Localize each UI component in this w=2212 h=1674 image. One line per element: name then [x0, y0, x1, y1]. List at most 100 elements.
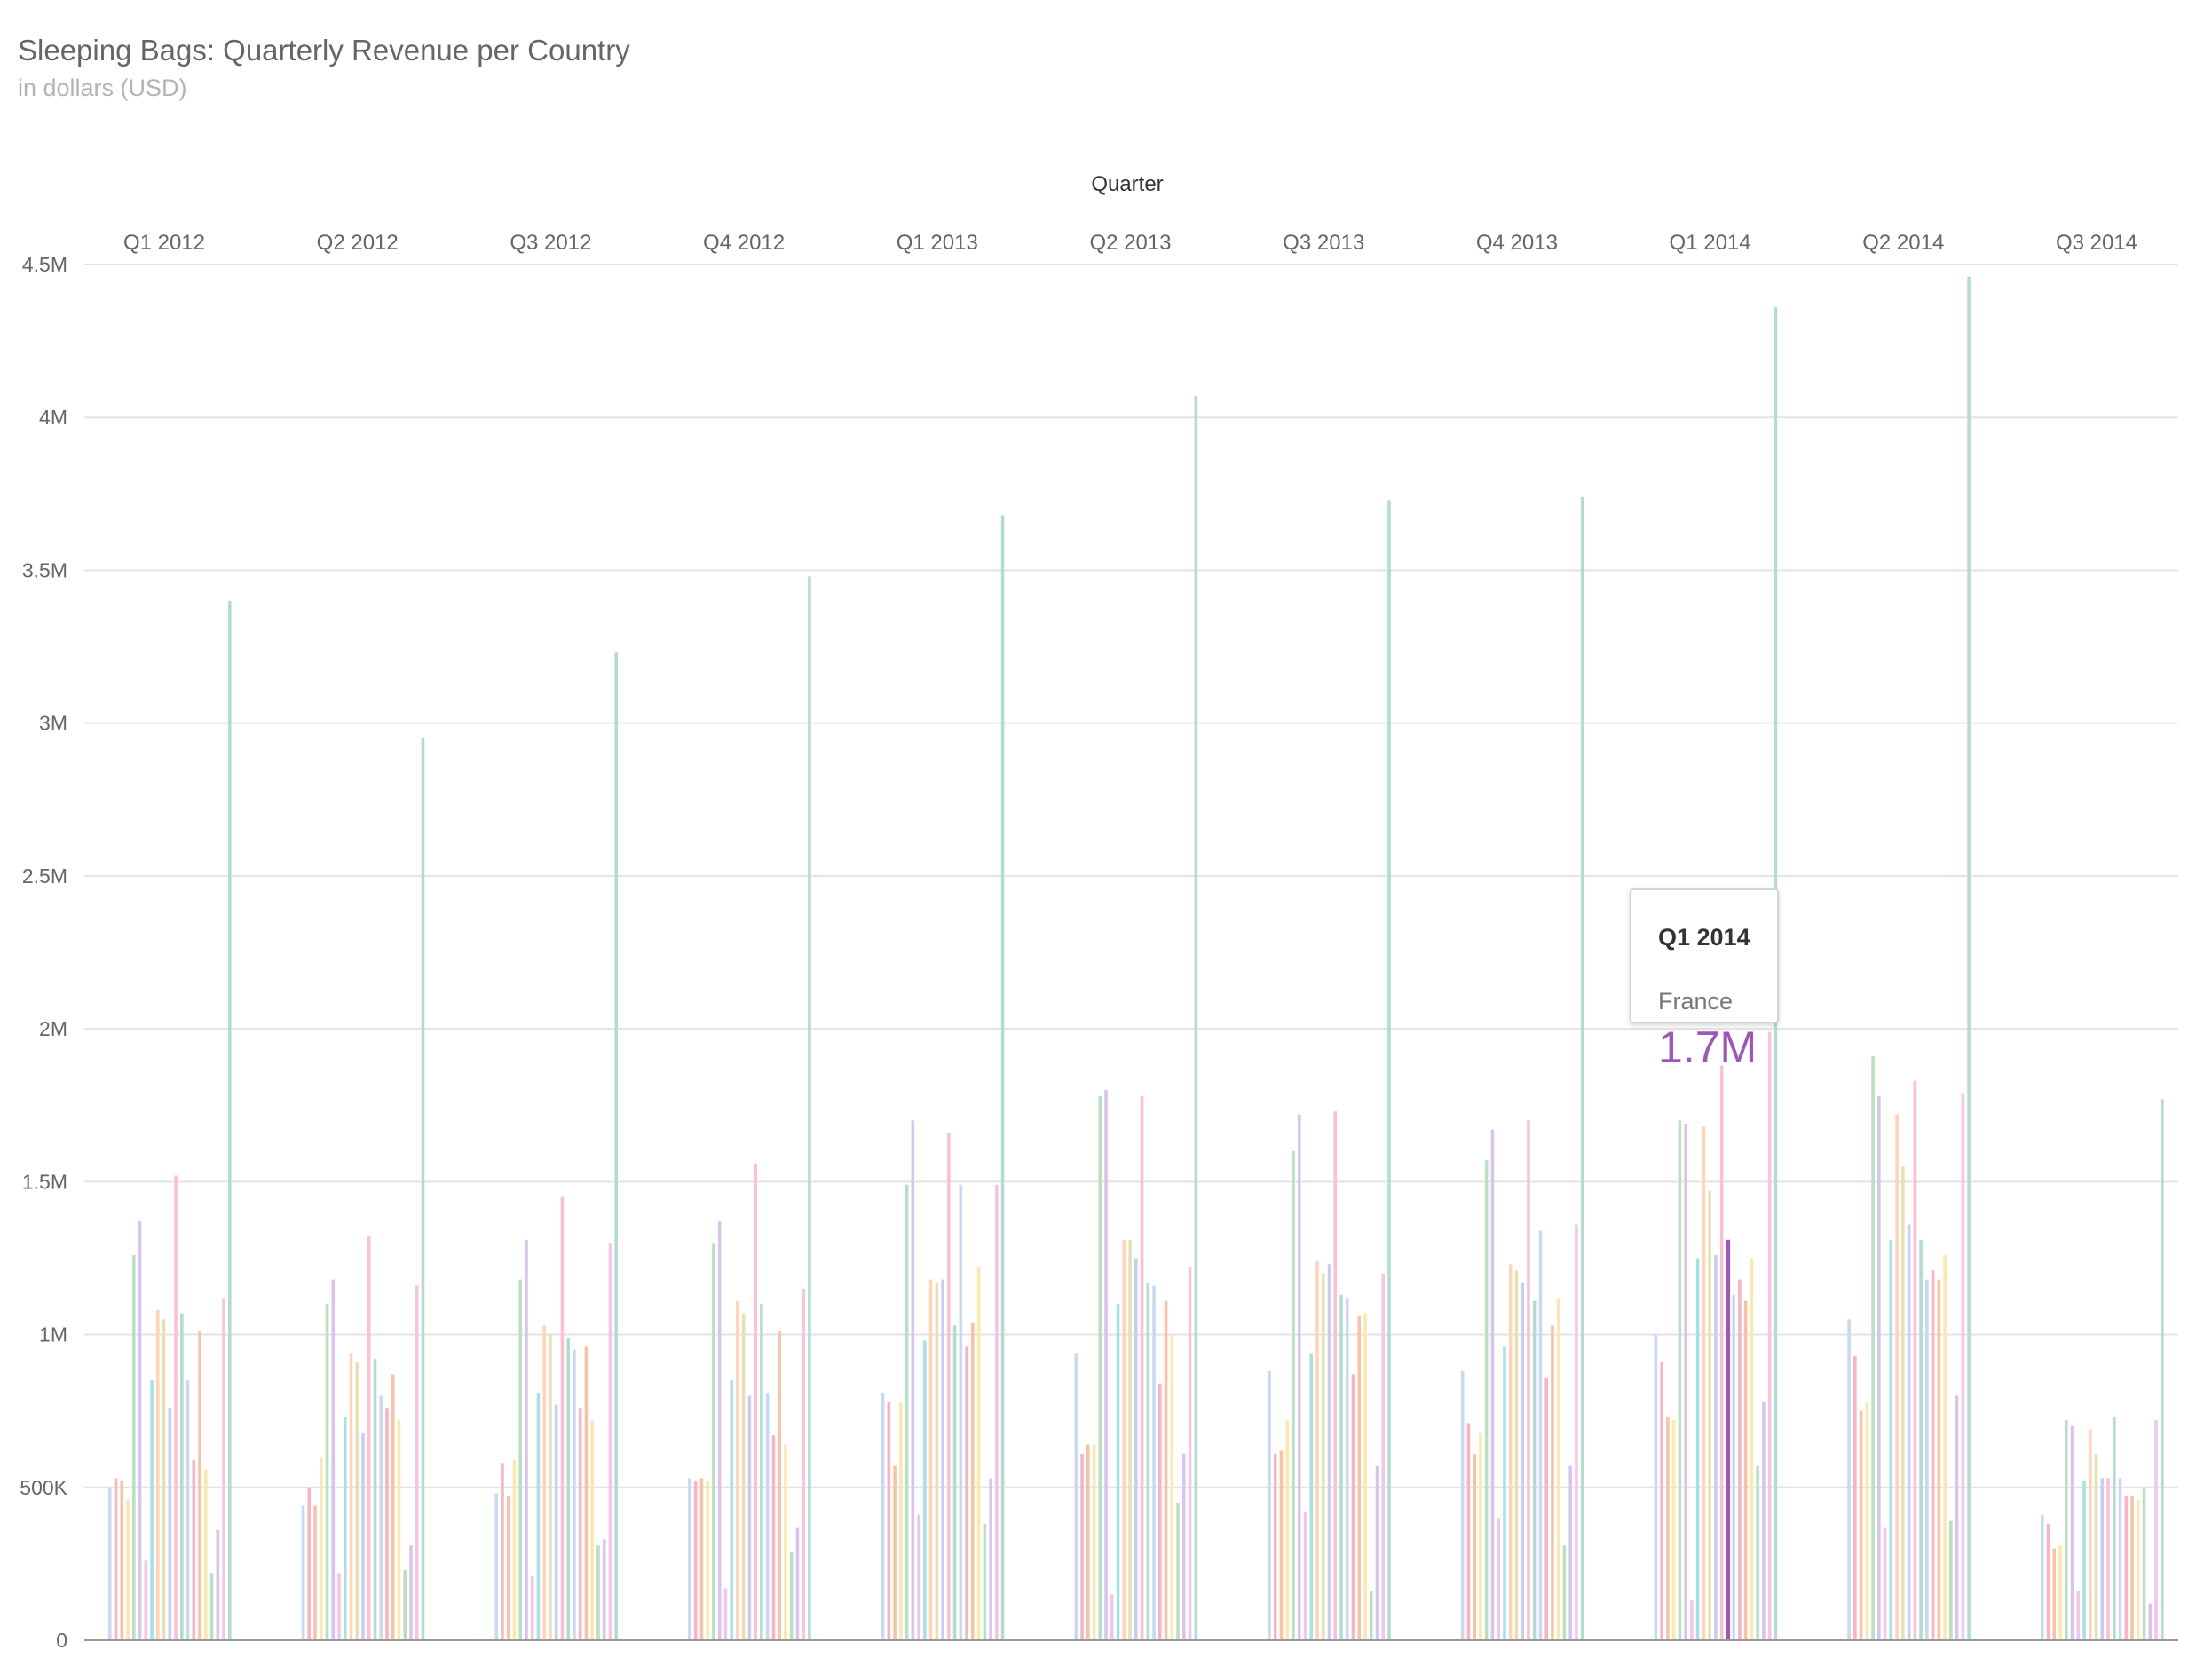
bar[interactable]	[1556, 1298, 1560, 1640]
bar[interactable]	[367, 1236, 371, 1640]
bar[interactable]	[403, 1569, 407, 1640]
bar[interactable]	[2154, 1420, 2158, 1640]
bar[interactable]	[1369, 1591, 1373, 1640]
bar[interactable]	[2161, 1099, 2164, 1640]
bar[interactable]	[899, 1402, 903, 1640]
bar[interactable]	[2094, 1453, 2098, 1640]
bar[interactable]	[1877, 1095, 1881, 1640]
bar[interactable]	[415, 1285, 419, 1640]
bar[interactable]	[1158, 1383, 1162, 1640]
bar[interactable]	[2100, 1478, 2105, 1640]
bar[interactable]	[331, 1279, 336, 1640]
bar[interactable]	[784, 1444, 787, 1640]
bar[interactable]	[1285, 1420, 1290, 1640]
bar[interactable]	[1484, 1160, 1489, 1640]
bar[interactable]	[1708, 1190, 1711, 1640]
bar[interactable]	[1327, 1264, 1331, 1640]
bar[interactable]	[560, 1196, 565, 1640]
bar[interactable]	[494, 1493, 498, 1640]
bar[interactable]	[935, 1283, 939, 1640]
bar[interactable]	[730, 1380, 733, 1640]
bar[interactable]	[1503, 1346, 1506, 1640]
bar[interactable]	[186, 1380, 190, 1640]
bar[interactable]	[1943, 1255, 1947, 1640]
bar[interactable]	[1381, 1273, 1386, 1640]
bar[interactable]	[192, 1459, 196, 1640]
bar[interactable]	[905, 1184, 909, 1640]
bar[interactable]	[1273, 1453, 1277, 1640]
bar[interactable]	[343, 1417, 347, 1640]
bar[interactable]	[162, 1319, 166, 1640]
bar[interactable]	[1889, 1239, 1893, 1640]
bar[interactable]	[2052, 1548, 2057, 1640]
bar[interactable]	[1955, 1395, 1959, 1640]
bar[interactable]	[1671, 1420, 1676, 1640]
bar[interactable]	[928, 1279, 933, 1640]
bar[interactable]	[1847, 1319, 1851, 1640]
bar[interactable]	[1122, 1239, 1126, 1640]
bar[interactable]	[525, 1239, 528, 1640]
bar[interactable]	[150, 1380, 154, 1640]
bar[interactable]	[1907, 1224, 1911, 1640]
bar[interactable]	[1140, 1095, 1144, 1640]
bar[interactable]	[307, 1487, 312, 1640]
bar[interactable]	[156, 1310, 160, 1640]
bar[interactable]	[108, 1487, 112, 1640]
bar[interactable]	[1375, 1465, 1379, 1640]
bar[interactable]	[506, 1496, 510, 1640]
bar[interactable]	[385, 1408, 389, 1640]
bar[interactable]	[209, 1573, 214, 1640]
bar[interactable]	[1660, 1362, 1663, 1640]
bar[interactable]	[1767, 1031, 1772, 1640]
bar[interactable]	[198, 1331, 201, 1640]
bar[interactable]	[1363, 1313, 1367, 1640]
bar[interactable]	[1562, 1545, 1567, 1640]
bar[interactable]	[138, 1221, 142, 1640]
bar[interactable]	[1544, 1377, 1548, 1640]
bar[interactable]	[1883, 1527, 1887, 1640]
bar[interactable]	[174, 1175, 178, 1640]
bar[interactable]	[409, 1545, 413, 1640]
bar[interactable]	[2041, 1514, 2044, 1640]
bar[interactable]	[778, 1331, 781, 1640]
bar[interactable]	[1170, 1334, 1174, 1640]
bar[interactable]	[1309, 1353, 1314, 1640]
bar[interactable]	[2137, 1499, 2140, 1640]
bar[interactable]	[1473, 1453, 1476, 1640]
bar[interactable]	[1678, 1120, 1682, 1640]
bar[interactable]	[1580, 496, 1584, 1640]
bar[interactable]	[1508, 1264, 1513, 1640]
bar[interactable]	[1575, 1224, 1578, 1640]
bar[interactable]	[1666, 1417, 1670, 1640]
bar[interactable]	[1000, 515, 1005, 1640]
bar[interactable]	[421, 738, 425, 1640]
bar[interactable]	[1750, 1258, 1754, 1640]
bar[interactable]	[747, 1395, 752, 1640]
bar[interactable]	[512, 1459, 517, 1640]
bar[interactable]	[1743, 1300, 1748, 1640]
bar[interactable]	[204, 1469, 208, 1640]
bar[interactable]	[917, 1514, 920, 1640]
bar[interactable]	[1460, 1370, 1465, 1640]
bar[interactable]	[736, 1300, 739, 1640]
bar[interactable]	[1551, 1325, 1554, 1640]
bar[interactable]	[397, 1420, 401, 1640]
bar[interactable]	[989, 1478, 992, 1640]
bar[interactable]	[1654, 1334, 1658, 1640]
bar[interactable]	[1292, 1150, 1295, 1640]
bar[interactable]	[1702, 1126, 1706, 1640]
bar[interactable]	[1684, 1123, 1687, 1640]
bar[interactable]	[959, 1184, 963, 1640]
bar[interactable]	[120, 1481, 124, 1640]
bar[interactable]	[1188, 1267, 1192, 1640]
bar[interactable]	[301, 1505, 305, 1640]
bar[interactable]	[887, 1402, 891, 1640]
bar[interactable]	[717, 1221, 722, 1640]
bar[interactable]	[1194, 396, 1198, 1641]
bar[interactable]	[2089, 1429, 2092, 1640]
bar[interactable]	[1086, 1444, 1090, 1640]
bar[interactable]	[1303, 1512, 1307, 1640]
bar[interactable]	[361, 1432, 365, 1640]
bar[interactable]	[771, 1435, 776, 1640]
bar[interactable]	[355, 1362, 359, 1640]
